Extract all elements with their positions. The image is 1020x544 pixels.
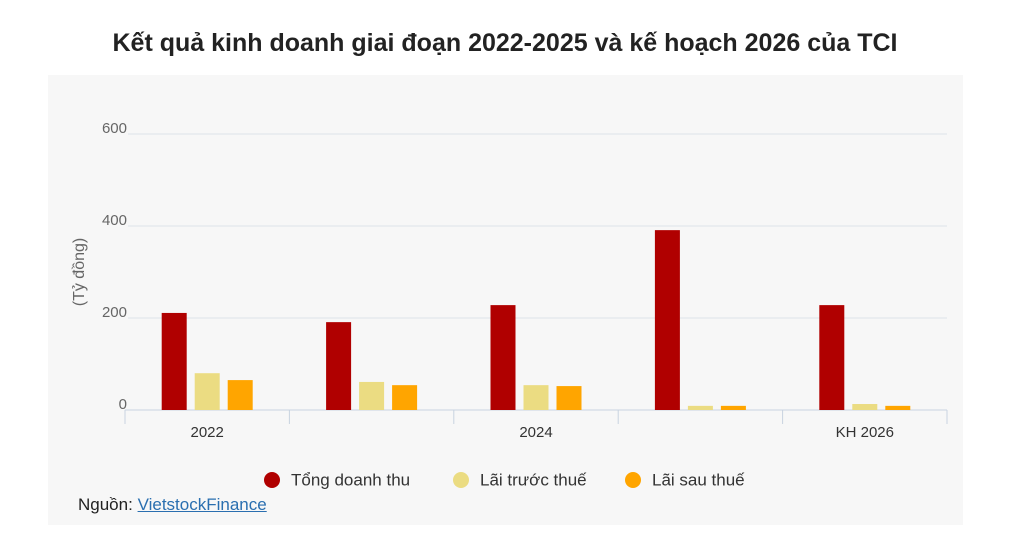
legend-marker (625, 472, 641, 488)
bar (227, 380, 253, 410)
y-axis-label: (Tỷ đồng) (71, 238, 88, 306)
chart-title: Kết quả kinh doanh giai đoạn 2022-2025 v… (112, 29, 898, 57)
y-tick-label: 600 (102, 120, 127, 137)
bar (654, 230, 680, 410)
bar (194, 373, 220, 410)
x-tick-label: KH 2026 (836, 424, 894, 441)
source-link[interactable]: VietstockFinance (137, 495, 267, 514)
bar (161, 312, 187, 410)
legend-marker (264, 472, 280, 488)
y-tick-label: 0 (119, 396, 127, 413)
bar (852, 404, 878, 410)
y-tick-label: 200 (102, 304, 127, 321)
source-label: Nguồn: (78, 495, 133, 514)
bar (556, 386, 582, 410)
x-tick-label: 2024 (519, 424, 552, 441)
x-tick-label: 2022 (191, 424, 224, 441)
bar (720, 405, 746, 410)
bar (326, 322, 352, 410)
legend-label: Lãi sau thuế (652, 470, 745, 489)
bar (359, 381, 385, 410)
bar (687, 405, 713, 410)
plot-panel (48, 75, 963, 525)
legend-marker (453, 472, 469, 488)
legend-label: Lãi trước thuế (480, 470, 587, 489)
bar (885, 405, 911, 410)
bar (392, 385, 418, 410)
bar (523, 385, 549, 410)
bar (819, 305, 845, 410)
legend-label: Tổng doanh thu (291, 470, 410, 489)
bar (490, 305, 516, 410)
source: Nguồn: VietstockFinance (78, 495, 267, 515)
y-tick-label: 400 (102, 212, 127, 229)
